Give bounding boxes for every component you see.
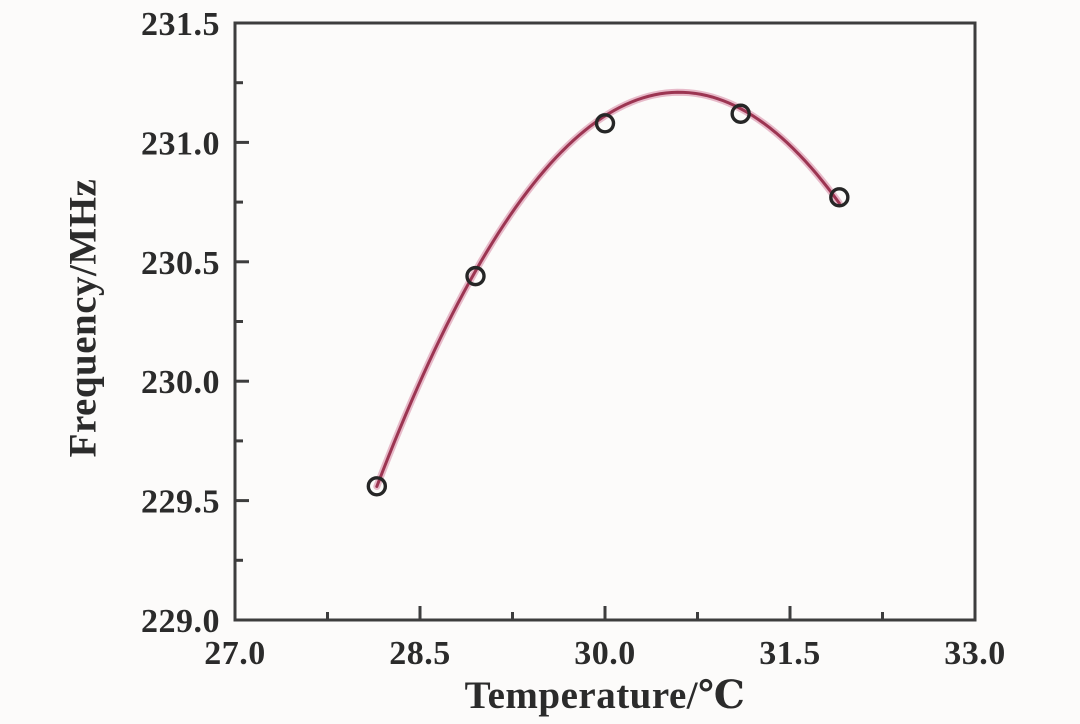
data-point-marker	[730, 103, 751, 124]
y-tick-label: 231.5	[141, 6, 220, 43]
x-tick-label: 33.0	[944, 635, 1006, 672]
x-tick-label: 27.0	[204, 635, 266, 672]
data-point-marker	[594, 113, 616, 134]
y-axis-title: Frequency/MHz	[61, 178, 105, 458]
y-tick-label: 229.5	[141, 484, 220, 521]
y-tick-label: 230.5	[141, 245, 220, 282]
x-tick-label: 28.5	[389, 635, 451, 672]
data-point-marker	[366, 476, 388, 497]
fit-curve	[375, 90, 841, 488]
y-tick-label: 230.0	[141, 364, 220, 401]
x-tick-label: 30.0	[574, 635, 636, 672]
y-tick-label: 229.0	[141, 603, 220, 640]
y-tick-label: 231.0	[141, 125, 220, 162]
fit-curve-glow	[373, 88, 843, 490]
x-tick-label: 31.5	[759, 635, 821, 672]
data-point-marker	[829, 187, 850, 208]
data-point-marker	[465, 265, 486, 287]
x-axis-title: Temperature/℃	[464, 674, 746, 717]
